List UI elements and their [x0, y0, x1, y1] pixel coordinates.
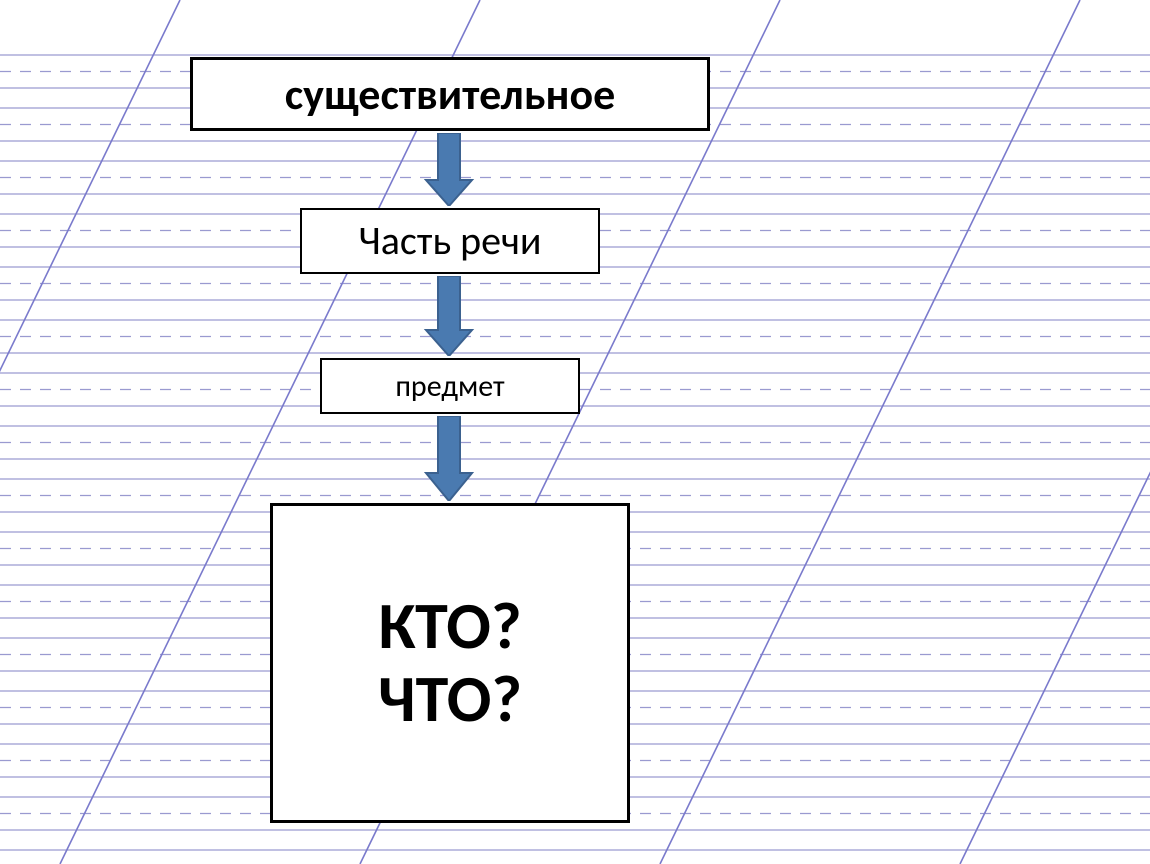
arrow-1 — [422, 133, 476, 206]
node-pos: Часть речи — [300, 208, 600, 274]
arrow-3 — [422, 416, 476, 501]
diagram-canvas: существительное Часть речи предмет КТО? ЧТО… — [0, 0, 1150, 864]
node-questions: КТО? ЧТО? — [270, 503, 630, 823]
node-noun: существительное — [190, 57, 710, 131]
arrow-2 — [422, 276, 476, 356]
node-subject: предмет — [320, 358, 580, 414]
